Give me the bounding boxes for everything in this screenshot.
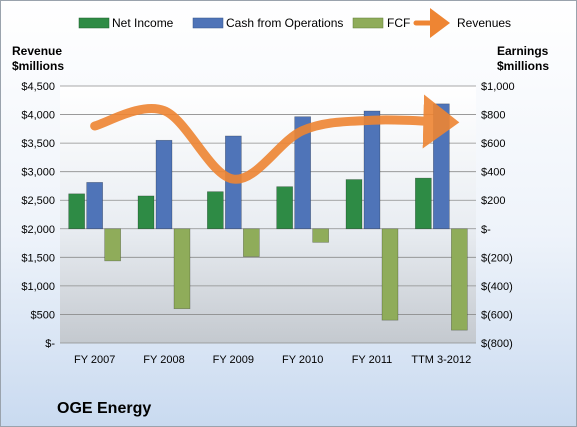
left-tick-label: $2,000	[21, 224, 55, 236]
x-tick-label: TTM 3-2012	[411, 354, 471, 366]
left-axis-title-line-1: Revenue	[12, 44, 62, 58]
left-tick-label: $1,000	[21, 281, 55, 293]
bar-fcf-fy-2007	[104, 228, 121, 262]
legend-swatch-cash-from-operations	[192, 17, 224, 29]
revenue-line-group	[90, 94, 460, 184]
bar-cash-from-operations-fy-2010	[294, 116, 311, 230]
left-tick-label: $-	[45, 338, 55, 350]
right-tick-label: $(200)	[481, 252, 513, 264]
left-axis-ticks: $- $500 $1,000 $1,500 $2,000 $2,500 $3,000 $3,5…	[21, 81, 55, 350]
legend-label-net-income: Net Income	[112, 16, 174, 30]
x-tick-label: FY 2009	[213, 354, 254, 366]
legend-label-fcf: FCF	[387, 16, 410, 30]
legend-item-fcf[interactable]: FCF	[352, 16, 410, 30]
bar-fcf-fy-2011	[381, 228, 399, 321]
gridlines	[60, 85, 476, 344]
legend-swatch-net-income	[78, 17, 110, 29]
plot-area	[60, 86, 476, 343]
legend-item-net-income[interactable]: Net Income	[78, 16, 174, 30]
right-axis-title-line-1: Earnings	[497, 44, 549, 58]
left-axis-title-line-2: $millions	[12, 59, 64, 73]
right-axis-title-line-2: $millions	[497, 59, 549, 73]
right-tick-label: $600	[481, 138, 505, 150]
bar-net-income-fy-2008	[137, 195, 155, 230]
bar-net-income-ttm-3-2012	[415, 177, 432, 230]
left-tick-label: $4,500	[21, 81, 55, 93]
legend: Net Income Cash from Operations FCF Reve…	[78, 8, 511, 38]
right-axis-ticks: $(800) $(600) $(400) $(200) $- $200 $400 $600 $8…	[481, 81, 515, 350]
left-tick-label: $2,500	[21, 195, 55, 207]
bar-fcf-ttm-3-2012	[451, 228, 468, 331]
left-tick-label: $500	[31, 309, 55, 321]
legend-item-revenues[interactable]: Revenues	[413, 8, 511, 38]
bar-cash-from-operations-fy-2011	[363, 110, 381, 230]
bar-net-income-fy-2007	[68, 193, 85, 230]
left-tick-label: $3,500	[21, 138, 55, 150]
bar-net-income-fy-2011	[345, 179, 363, 230]
x-tick-label: FY 2010	[282, 354, 323, 366]
left-tick-label: $4,000	[21, 110, 55, 122]
bar-fcf-fy-2009	[243, 228, 260, 257]
bar-cash-from-operations-fy-2008	[155, 139, 173, 230]
x-tick-label: FY 2011	[352, 354, 393, 366]
bar-cash-from-operations-fy-2007	[86, 182, 103, 230]
bars-group	[68, 103, 468, 331]
bar-net-income-fy-2010	[276, 186, 293, 230]
right-tick-label: $1,000	[481, 81, 515, 93]
x-axis-ticks: FY 2007 FY 2008 FY 2009 FY 2010 FY 2011 TTM 3…	[74, 354, 471, 366]
right-tick-label: $(400)	[481, 281, 513, 293]
left-tick-label: $1,500	[21, 252, 55, 264]
right-tick-label: $(600)	[481, 309, 513, 321]
bar-net-income-fy-2009	[207, 191, 224, 230]
legend-label-revenues: Revenues	[457, 16, 511, 30]
legend-item-cash-from-operations[interactable]: Cash from Operations	[192, 16, 343, 30]
left-tick-label: $3,000	[21, 167, 55, 179]
company-label: OGE Energy	[57, 400, 151, 417]
legend-swatch-fcf	[352, 17, 384, 29]
x-tick-label: FY 2008	[143, 354, 184, 366]
x-tick-label: FY 2007	[74, 354, 115, 366]
legend-label-cash-from-operations: Cash from Operations	[226, 16, 343, 30]
right-tick-label: $(800)	[481, 338, 513, 350]
right-tick-label: $200	[481, 195, 505, 207]
revenue-line	[90, 94, 460, 184]
bar-fcf-fy-2008	[173, 228, 191, 310]
right-tick-label: $-	[481, 224, 491, 236]
right-tick-label: $400	[481, 167, 505, 179]
right-tick-label: $800	[481, 110, 505, 122]
bar-fcf-fy-2010	[312, 228, 329, 243]
